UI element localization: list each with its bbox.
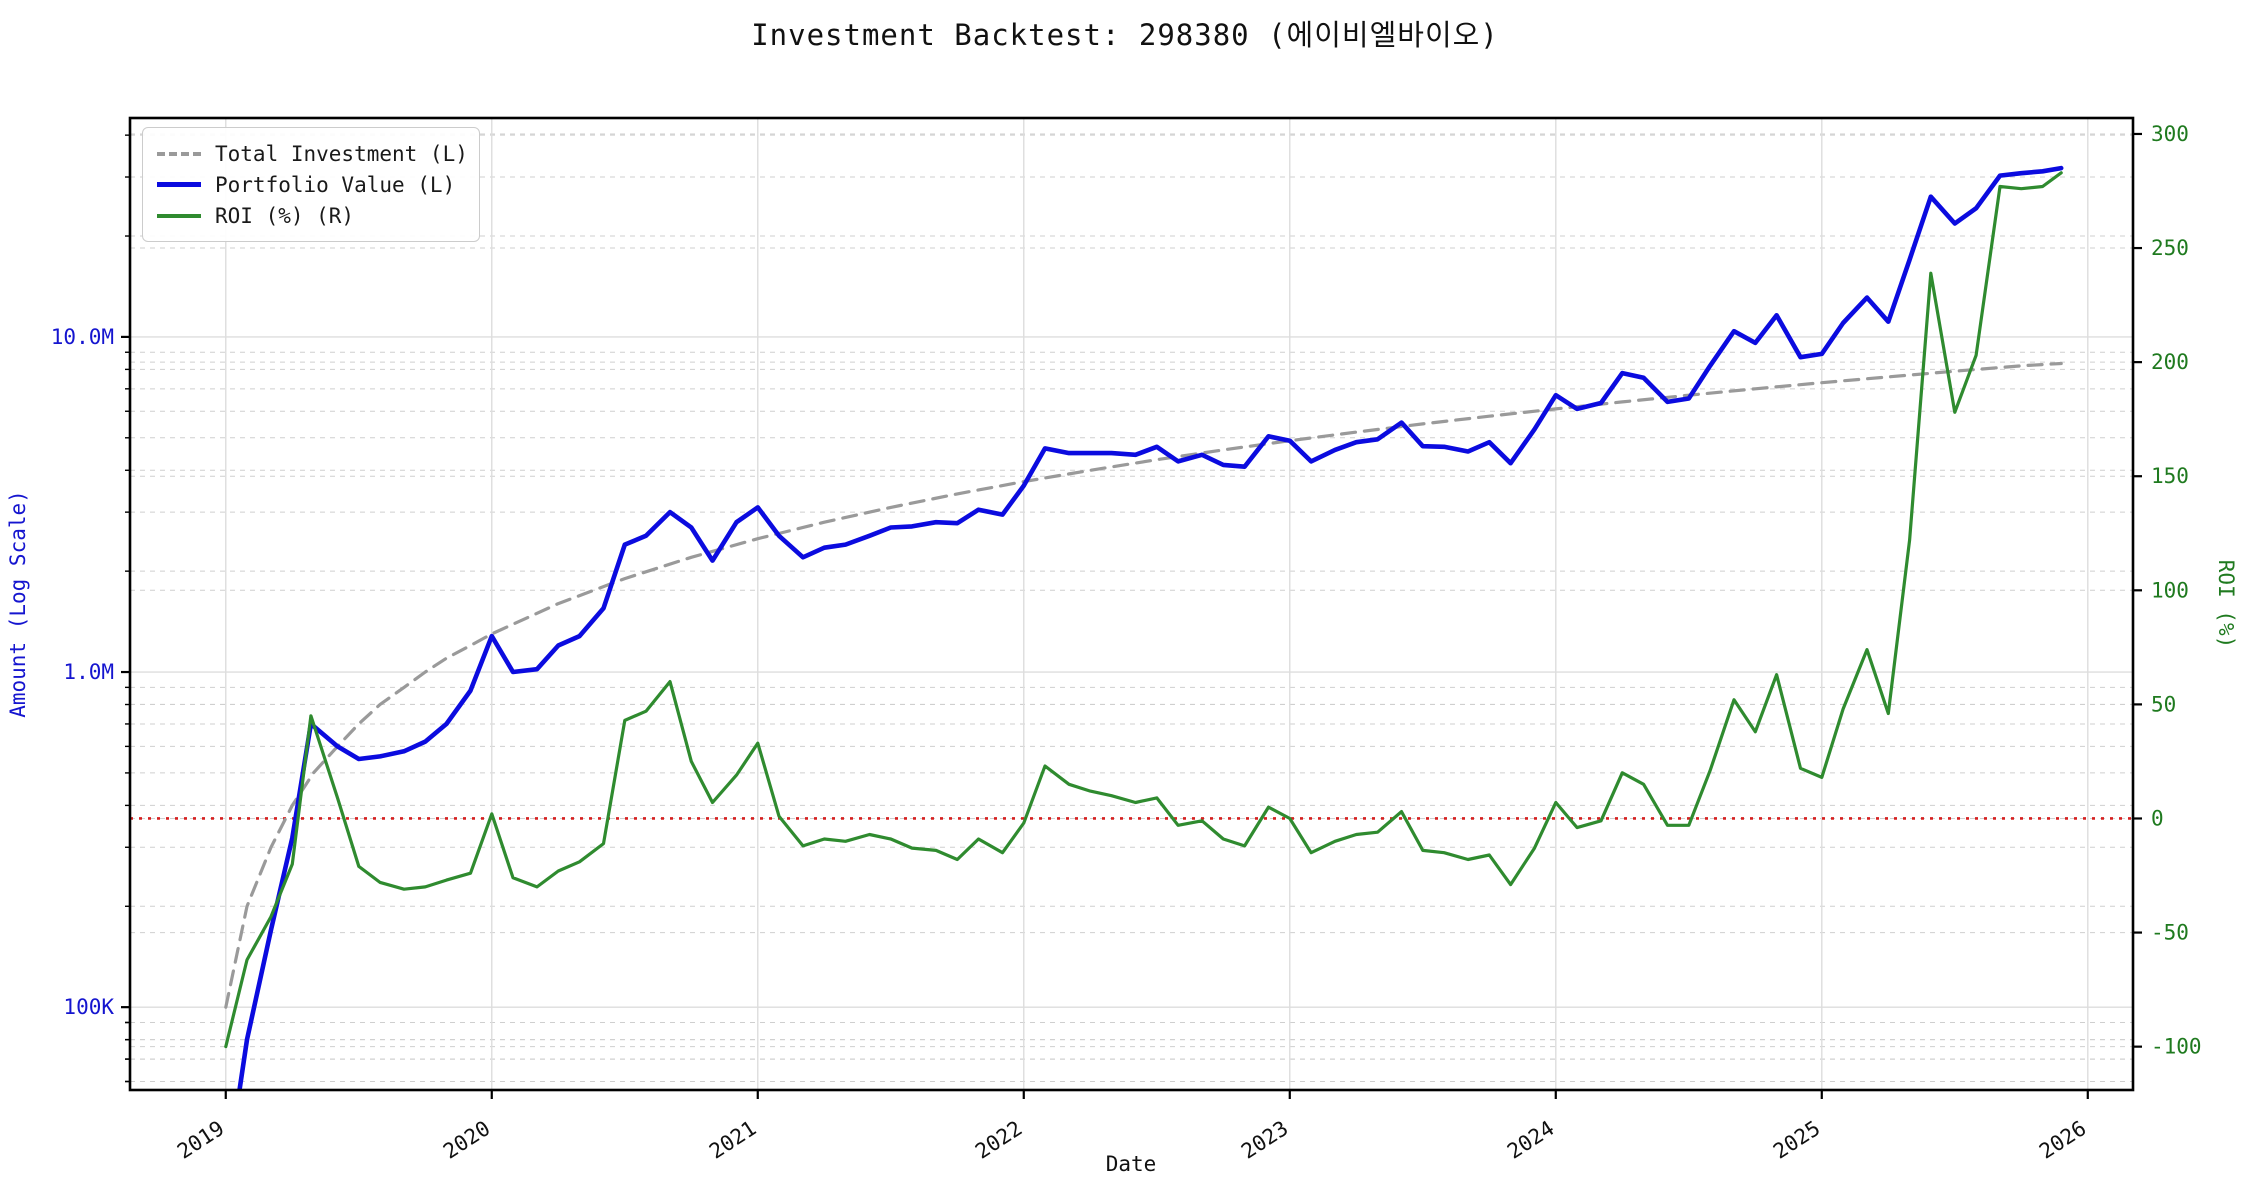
- plot-border: [128, 116, 2135, 1092]
- y-tick-label-right: 200: [2151, 350, 2189, 374]
- left-axis-title: Amount (Log Scale): [6, 490, 30, 718]
- chart-title: Investment Backtest: 298380 (에이비엘바이오): [751, 18, 1499, 52]
- legend-item-label: Total Investment (L): [215, 141, 468, 166]
- legend-item-label: Portfolio Value (L): [215, 172, 456, 197]
- y-tick-label-right: -100: [2151, 1035, 2202, 1059]
- y-tick-label-right: 150: [2151, 464, 2189, 488]
- series-line-roi: [224, 171, 2063, 1049]
- x-tick-label: 2019: [173, 1116, 228, 1164]
- x-axis-title: Date: [1105, 1152, 1157, 1176]
- y-tick-label-right: 0: [2151, 806, 2164, 830]
- y-tick-label-left: 10.0M: [51, 325, 114, 349]
- x-tick-label: 2026: [2035, 1116, 2090, 1164]
- x-tick-label: 2024: [1503, 1116, 1558, 1164]
- y-tick-label-right: 50: [2151, 692, 2176, 716]
- x-tick-label: 2023: [1237, 1116, 1292, 1164]
- dashed-line-swatch-icon: [157, 151, 201, 156]
- legend-box: Total Investment (L) Portfolio Value (L)…: [142, 127, 480, 242]
- solid-line-swatch-icon: [157, 213, 201, 218]
- y-tick-label-right: 250: [2151, 236, 2189, 260]
- y-tick-label-right: 300: [2151, 122, 2189, 146]
- series-line-portfolio: [237, 165, 2064, 1090]
- x-tick-label: 2020: [439, 1116, 494, 1164]
- y-tick-label-left: 1.0M: [63, 660, 114, 684]
- solid-line-swatch-icon: [157, 182, 201, 187]
- legend-item-total-investment: Total Investment (L): [157, 138, 468, 169]
- series-line-investment: [224, 361, 2063, 1009]
- legend-item-portfolio-value: Portfolio Value (L): [157, 169, 465, 200]
- legend-item-label: ROI (%) (R): [215, 203, 355, 228]
- y-tick-label-right: 100: [2151, 578, 2189, 602]
- right-axis-title: ROI (%): [2214, 559, 2238, 649]
- x-tick-label: 2021: [705, 1116, 760, 1164]
- x-tick-label: 2022: [971, 1116, 1026, 1164]
- y-tick-label-right: -50: [2151, 921, 2189, 945]
- y-tick-label-left: 100K: [63, 995, 114, 1019]
- legend-item-roi: ROI (%) (R): [157, 200, 465, 231]
- x-tick-label: 2025: [1769, 1116, 1824, 1164]
